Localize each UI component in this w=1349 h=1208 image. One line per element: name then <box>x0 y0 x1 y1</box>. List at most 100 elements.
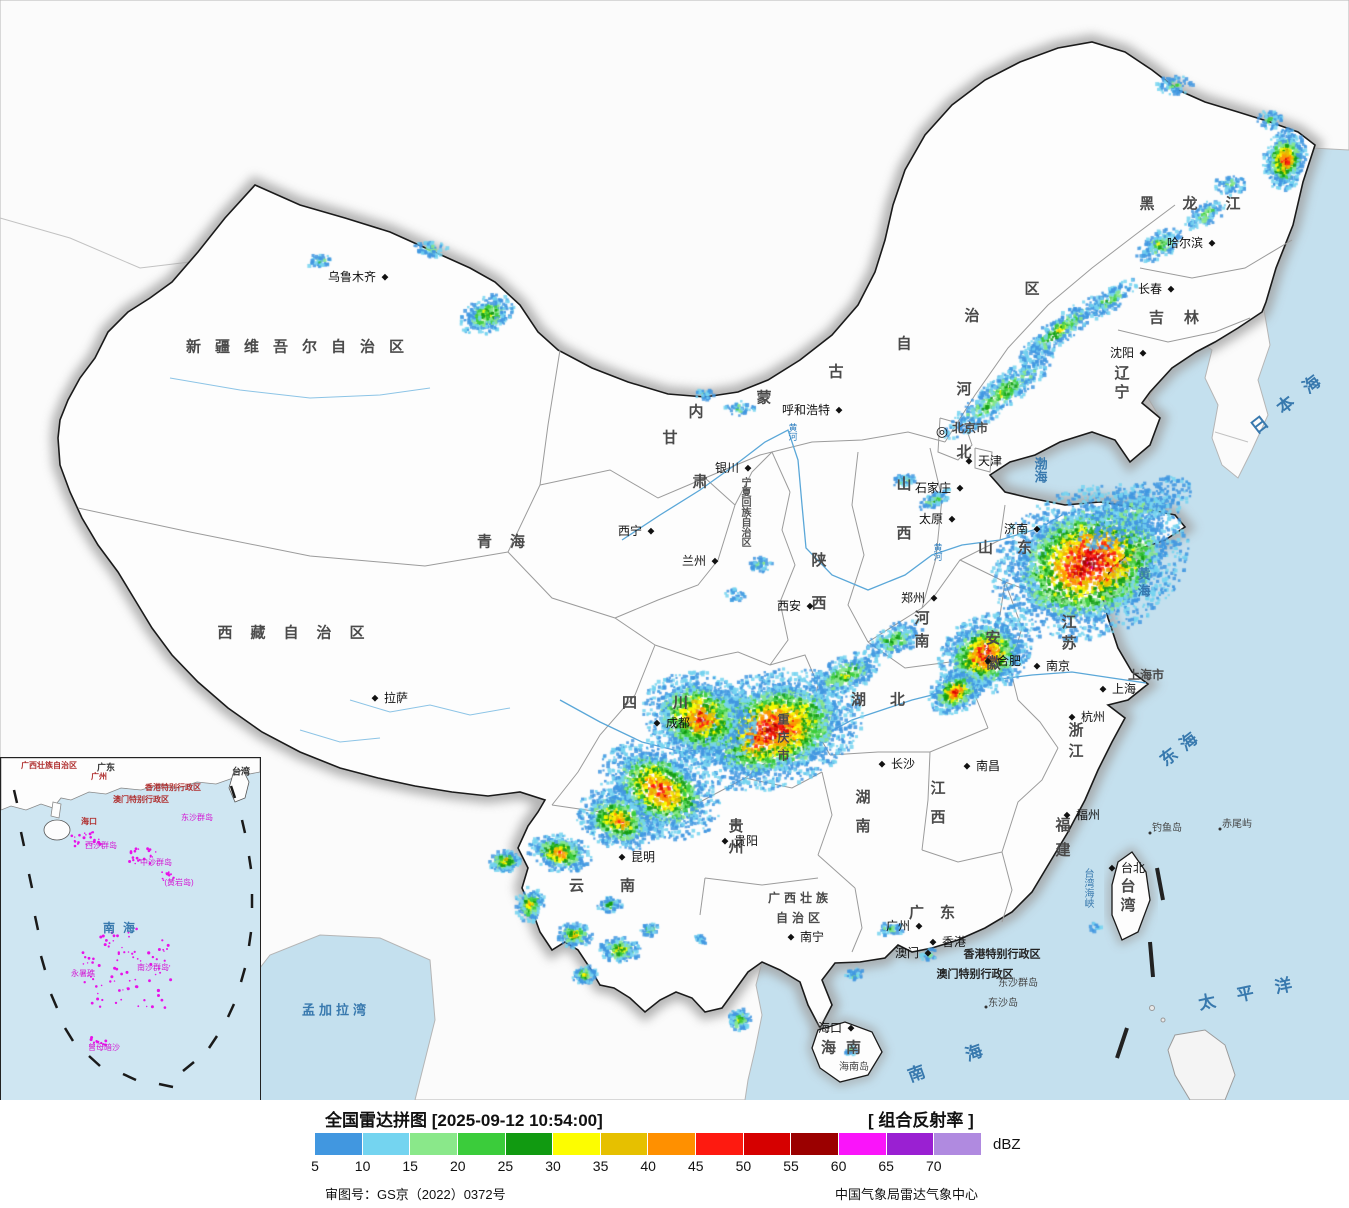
inset-island-dot <box>166 943 170 947</box>
dbz-color-cell <box>553 1133 601 1155</box>
dbz-color-cell <box>648 1133 697 1155</box>
inset-island-dot <box>87 975 89 977</box>
inset-island-dot <box>110 975 114 979</box>
dbz-tick: 20 <box>450 1158 466 1174</box>
inset-island-dot <box>143 857 146 860</box>
dbz-tick: 40 <box>640 1158 656 1174</box>
inset-island-dot <box>132 858 135 862</box>
inset-label-guangxi: 广西壮族自治区 <box>21 761 77 770</box>
inset-island-dot <box>156 988 160 993</box>
inset-island-dot <box>128 979 131 982</box>
inset-island-dot <box>76 842 79 845</box>
inset-island-dot <box>95 985 98 988</box>
source-label: 中国气象局雷达气象中心 <box>835 1187 979 1202</box>
inset-island-dot <box>131 952 134 955</box>
inset-island-dot <box>133 849 137 853</box>
inset-island-dot <box>157 967 161 970</box>
inset-island-dot <box>70 834 74 838</box>
dbz-tick: 25 <box>497 1158 514 1174</box>
inset-island-dot <box>162 879 165 881</box>
dbz-color-cell <box>934 1133 981 1155</box>
inset-island-dot <box>165 872 169 876</box>
inset-island-dot <box>90 1001 94 1005</box>
inset-island-dot <box>129 850 133 853</box>
inset-island-dot <box>133 950 136 953</box>
inset-island-dot <box>88 832 92 836</box>
inset-label-xisha: 西沙群岛 <box>85 841 117 850</box>
inset-island-dot <box>146 847 150 851</box>
south-china-sea-inset: 广东 台湾 广州 香港特别行政区 澳门特别行政区 广西壮族自治区 海口 东沙群岛 西沙群岛 中沙群… <box>0 757 261 1100</box>
inset-island-dot <box>83 981 86 984</box>
inset-label-zengmuansha: 曾母暗沙 <box>88 1043 120 1052</box>
inset-island-dot <box>126 987 130 991</box>
inset-island-dot <box>125 970 129 974</box>
inset-label-macausar: 澳门特别行政区 <box>113 795 169 804</box>
inset-island-dot <box>161 877 164 880</box>
inset-island-dot <box>96 997 100 1001</box>
inset-island-dot <box>154 851 157 853</box>
inset-svg <box>1 758 260 1089</box>
inset-island-dot <box>92 978 95 981</box>
inset-island-dot <box>105 939 108 942</box>
inset-island-dot <box>107 945 110 948</box>
inset-island-dot <box>160 998 164 1002</box>
inset-island-dot <box>89 1038 93 1042</box>
inset-island-dots <box>70 831 175 1047</box>
inset-island-dot <box>148 979 151 983</box>
dbz-tick: 15 <box>402 1158 418 1174</box>
inset-label-south-china-sea: 南海 <box>102 921 144 935</box>
inset-island-dot <box>116 934 119 938</box>
inset-island-dot <box>73 844 77 848</box>
inset-island-dot <box>100 1041 103 1045</box>
inset-label-huangyandao: (黄岩岛) <box>164 878 194 887</box>
dbz-color-cell <box>600 1133 649 1155</box>
inset-island-dot <box>128 935 130 938</box>
inset-island-dot <box>163 1006 167 1009</box>
inset-island-dot <box>159 971 162 974</box>
inset-island-dot <box>137 848 140 850</box>
inset-island-dot <box>154 973 157 976</box>
dbz-tick: 45 <box>688 1158 704 1174</box>
inset-leizhou <box>50 801 62 819</box>
inset-island-dot <box>135 927 138 931</box>
inset-island-dot <box>96 1041 98 1044</box>
dbz-color-cell <box>791 1133 840 1155</box>
inset-island-dot <box>120 972 123 976</box>
inset-island-dot <box>137 859 140 862</box>
inset-island-dot <box>149 962 153 966</box>
map-title: 全国雷达拼图 [2025-09-12 10:54:00] <box>325 1111 603 1130</box>
inset-island-dot <box>169 978 173 982</box>
inset-island-dot <box>103 943 107 947</box>
dbz-tick: 10 <box>354 1158 371 1174</box>
inset-island-dot <box>146 1005 148 1008</box>
inset-island-dot <box>121 946 123 949</box>
china-radar-map: 新疆维吾尔自治区 西藏自治区 青海甘肃内蒙古自治区黑龙江 吉林 辽宁 河北 山西 山东 河南 陕西… <box>0 0 1349 1100</box>
inset-island-dot <box>137 1005 140 1008</box>
inset-hainan <box>43 819 71 841</box>
inset-island-dot <box>113 966 117 970</box>
dbz-colorbar <box>315 1133 981 1155</box>
dbz-tick: 50 <box>735 1158 752 1174</box>
inset-island-dot <box>98 838 100 841</box>
inset-island-dot <box>170 873 172 876</box>
product-label: [ 组合反射率 ] <box>868 1111 974 1130</box>
inset-island-dot <box>74 836 76 838</box>
dbz-tick: 65 <box>878 1158 894 1174</box>
inset-island-dot <box>89 975 92 978</box>
dbz-color-cell <box>839 1133 887 1155</box>
inset-island-dot <box>86 962 89 964</box>
inset-island-dot <box>90 842 93 845</box>
inset-island-dot <box>163 959 166 962</box>
map-license: 审图号：GS京（2022）0372号 <box>325 1187 506 1202</box>
inset-island-dot <box>78 833 81 837</box>
inset-island-dot <box>102 1043 105 1046</box>
dbz-ticks: 5 10 15 20 25 30 35 40 45 50 55 60 65 70 <box>0 1158 1349 1174</box>
inset-label-zhongsha: 中沙群岛 <box>140 858 172 867</box>
legend-bar: 全国雷达拼图 [2025-09-12 10:54:00] [ 组合反射率 ] d… <box>0 1100 1349 1208</box>
inset-island-dot <box>166 948 168 950</box>
inset-island-dot <box>148 862 152 865</box>
inset-island-dot <box>91 961 94 964</box>
inset-island-dot <box>118 989 121 992</box>
inset-island-dot <box>98 842 102 846</box>
inset-island-dot <box>109 980 112 983</box>
